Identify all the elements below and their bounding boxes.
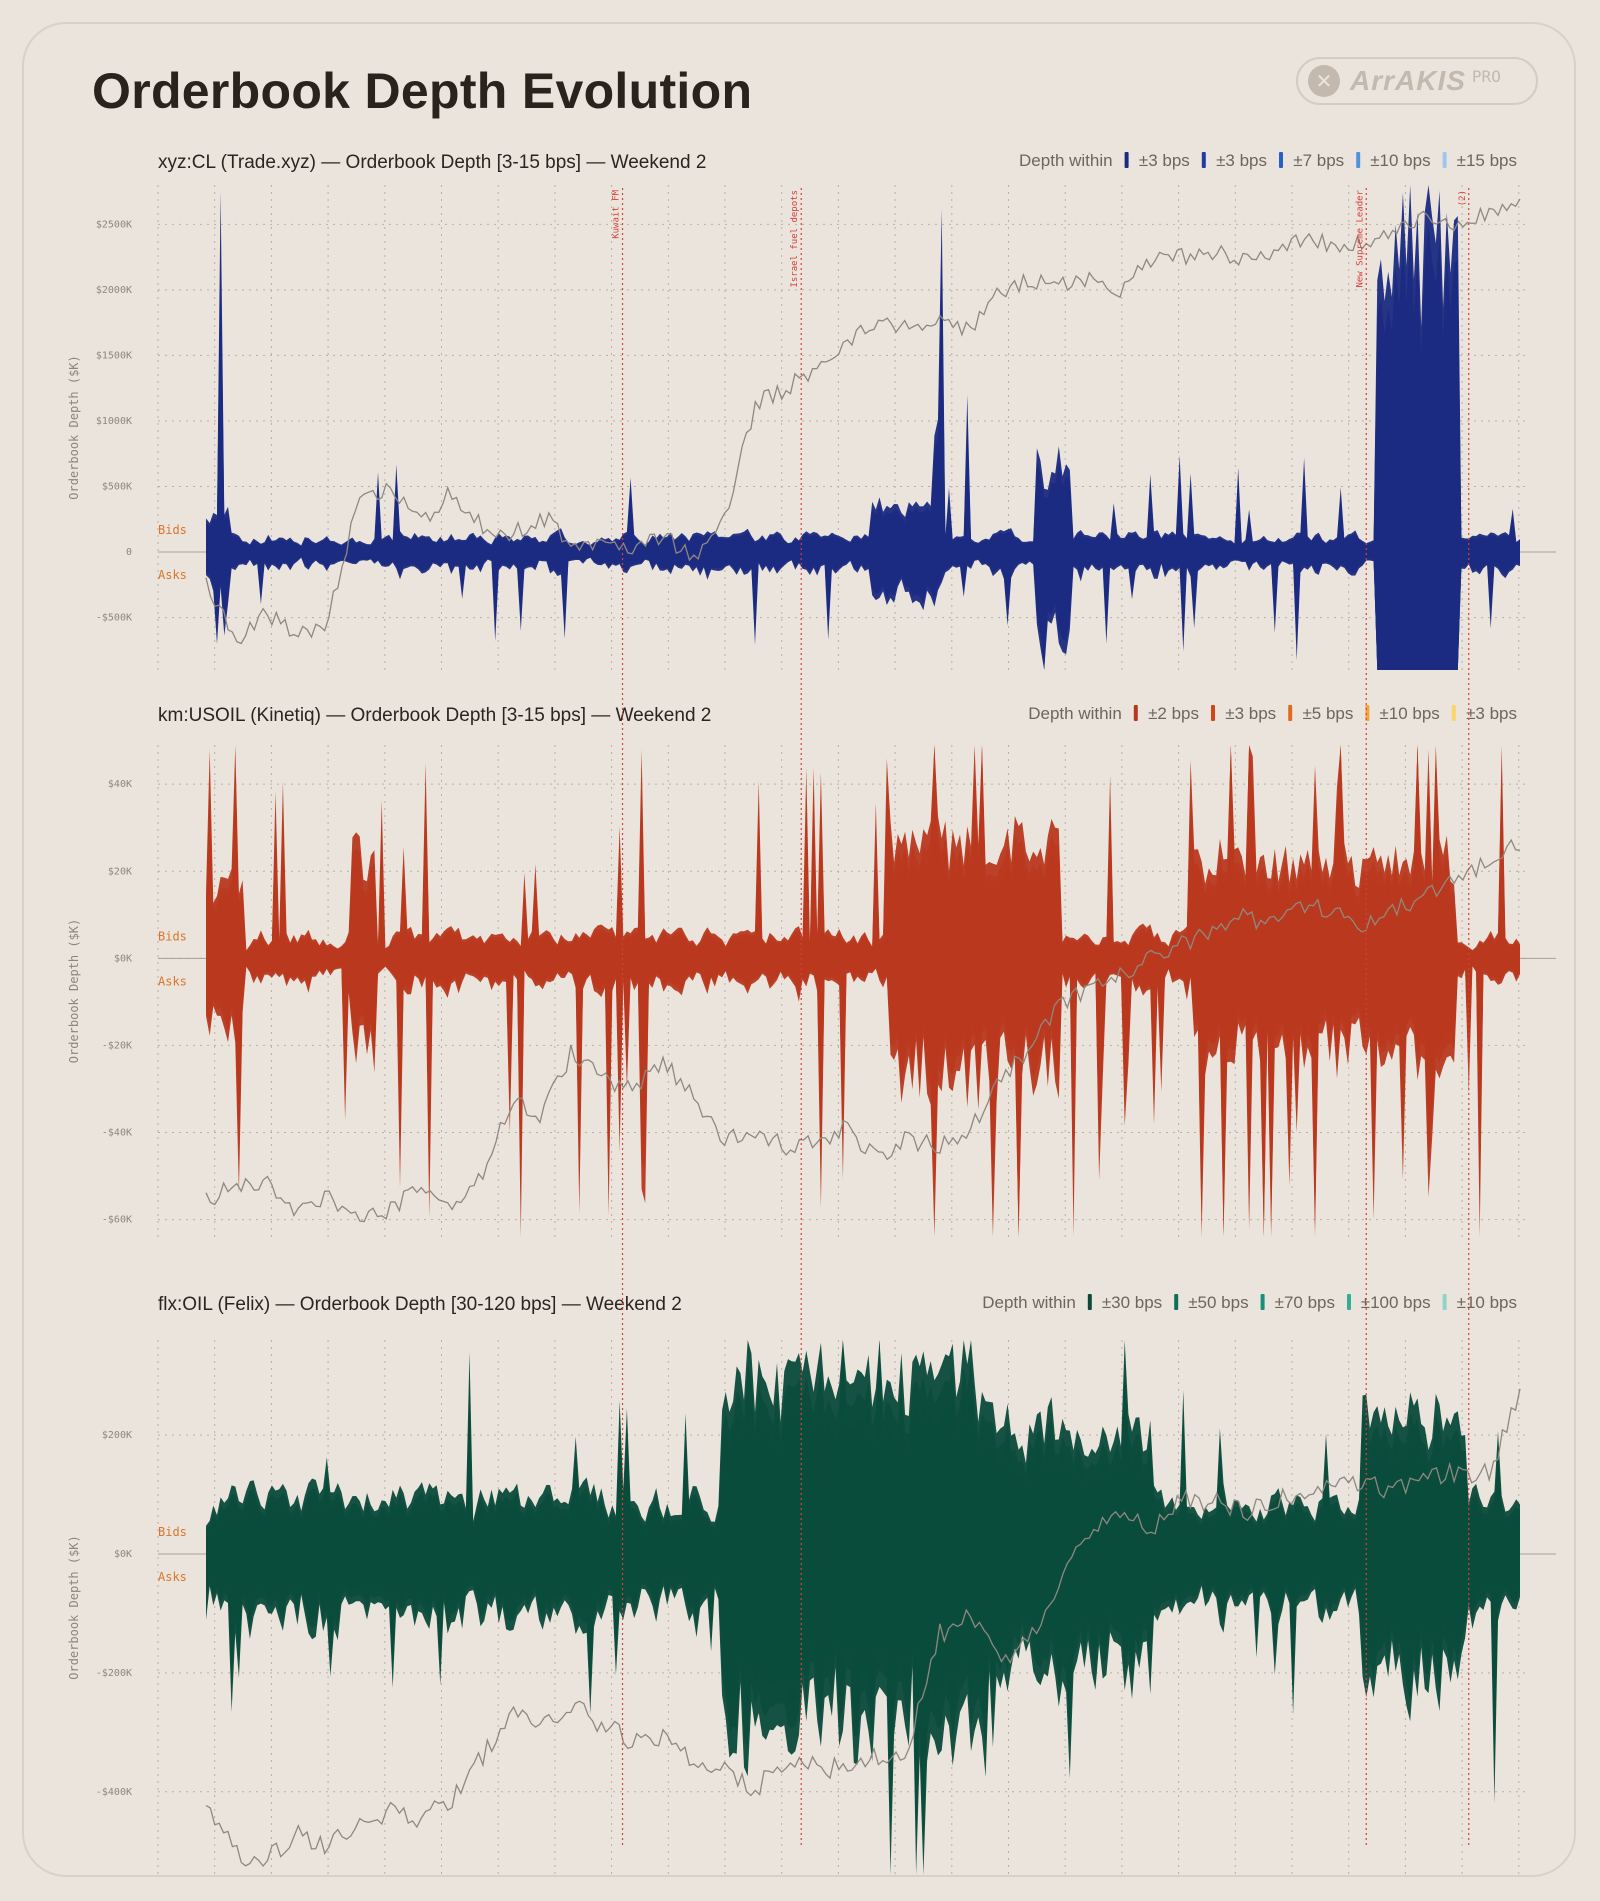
legend-swatch xyxy=(1260,1294,1265,1310)
legend-swatch xyxy=(1356,152,1361,168)
price-line xyxy=(205,198,1521,645)
bids-label: Bids xyxy=(158,1525,187,1539)
y-tick-label: -$60K xyxy=(102,1215,132,1226)
bids-label: Bids xyxy=(158,523,187,537)
legend-label: ±3 bps xyxy=(1216,151,1267,170)
y-tick-label: $200K xyxy=(102,1430,132,1441)
depth-series xyxy=(206,225,1520,670)
event-label: New Supreme Leader xyxy=(1355,189,1365,287)
legend: ±3 bps ±10 bps ±5 bps ±3 bps ±2 bps Depth wit… xyxy=(1028,704,1517,723)
y-tick-label: -$20K xyxy=(102,1040,132,1051)
legend-swatch xyxy=(1174,1294,1179,1310)
legend-label: ±7 bps xyxy=(1293,151,1344,170)
legend-swatch xyxy=(1451,705,1456,721)
event-label: (2) xyxy=(1458,190,1468,206)
legend-swatch xyxy=(1279,152,1283,168)
legend-swatch xyxy=(1442,1294,1447,1310)
y-tick-label: $500K xyxy=(102,481,132,492)
legend-swatch xyxy=(1133,705,1138,721)
asks-label: Asks xyxy=(158,974,187,988)
y-tick-label: -$200K xyxy=(96,1668,132,1679)
legend: ±10 bps ±100 bps ±70 bps ±50 bps ±30 bps Dept… xyxy=(982,1293,1517,1312)
y-tick-label: -$40K xyxy=(102,1128,132,1139)
price-line xyxy=(205,838,1521,1223)
legend-label: ±30 bps xyxy=(1102,1293,1162,1312)
legend-label: ±100 bps xyxy=(1361,1293,1431,1312)
legend-label: ±10 bps xyxy=(1370,151,1430,170)
y-axis-label: Orderbook Depth ($K) xyxy=(67,919,81,1064)
legend-swatch xyxy=(1087,1294,1092,1310)
bids-label: Bids xyxy=(158,929,187,943)
legend-title: Depth within xyxy=(1028,704,1122,723)
y-tick-label: 0 xyxy=(126,547,132,558)
brand-badge[interactable]: ✕ ArrAKIS PRO xyxy=(1296,57,1538,105)
depth-series xyxy=(206,745,1520,1237)
depth-series xyxy=(206,372,1520,670)
y-tick-label: $2500K xyxy=(96,219,132,230)
legend-swatch xyxy=(1442,152,1447,168)
legend-title: Depth within xyxy=(982,1293,1076,1312)
legend-label: ±5 bps xyxy=(1302,704,1353,723)
asks-label: Asks xyxy=(158,568,187,582)
legend-title: Depth within xyxy=(1019,151,1113,170)
chart-panel-2: km:USOIL (Kinetiq) — Orderbook Depth [3-… xyxy=(67,704,1556,1237)
event-label: Israel fuel depots xyxy=(790,190,800,288)
legend-label: ±10 bps xyxy=(1379,704,1439,723)
page-title: Orderbook Depth Evolution xyxy=(92,63,753,119)
arrakis-logo-icon: ✕ xyxy=(1308,65,1340,97)
y-tick-label: $40K xyxy=(108,779,132,790)
y-tick-label: $20K xyxy=(108,866,132,877)
price-line xyxy=(205,1388,1521,1868)
legend-label: ±15 bps xyxy=(1457,151,1517,170)
legend: ±15 bps ±10 bps ±7 bps ±3 bps ±3 bps Depth wi… xyxy=(1019,151,1517,170)
legend-label: ±3 bps xyxy=(1139,151,1190,170)
legend-swatch xyxy=(1201,152,1206,168)
y-tick-label: $0K xyxy=(114,1549,132,1560)
legend-label: ±10 bps xyxy=(1457,1293,1517,1312)
asks-label: Asks xyxy=(158,1570,187,1584)
y-tick-label: -$400K xyxy=(96,1787,132,1798)
y-tick-label: $2000K xyxy=(96,285,132,296)
legend-label: ±3 bps xyxy=(1466,704,1517,723)
event-markers: Kuwait FM Israel fuel depots New Supreme L… xyxy=(612,188,1470,1845)
brand-name: ArrAKIS xyxy=(1350,65,1466,96)
legend-label: ±50 bps xyxy=(1188,1293,1248,1312)
y-tick-label: $1500K xyxy=(96,350,132,361)
y-axis-label: Orderbook Depth ($K) xyxy=(67,1535,81,1680)
panel-title: flx:OIL (Felix) — Orderbook Depth [30-12… xyxy=(158,1294,682,1315)
y-axis-label: Orderbook Depth ($K) xyxy=(67,355,81,500)
legend-label: ±70 bps xyxy=(1275,1293,1335,1312)
panel-title: xyz:CL (Trade.xyz) — Orderbook Depth [3-… xyxy=(158,152,706,173)
y-tick-label: -$500K xyxy=(96,613,132,624)
chart-panel-1: xyz:CL (Trade.xyz) — Orderbook Depth [3-… xyxy=(67,151,1556,670)
chart-panel-3: flx:OIL (Felix) — Orderbook Depth [30-12… xyxy=(67,1293,1556,1875)
depth-series xyxy=(206,1340,1520,1875)
legend-swatch xyxy=(1288,705,1293,721)
legend-label: ±3 bps xyxy=(1225,704,1276,723)
legend-swatch xyxy=(1347,1294,1351,1310)
event-label: Kuwait FM xyxy=(612,189,622,238)
y-tick-label: $0K xyxy=(114,953,132,964)
legend-swatch xyxy=(1211,705,1215,721)
depth-series xyxy=(206,274,1520,670)
legend-swatch xyxy=(1124,152,1129,168)
y-tick-label: $1000K xyxy=(96,416,132,427)
legend-label: ±2 bps xyxy=(1148,704,1199,723)
panel-title: km:USOIL (Kinetiq) — Orderbook Depth [3-… xyxy=(158,705,711,726)
brand-tier: PRO xyxy=(1471,66,1501,86)
depth-series xyxy=(206,185,1520,670)
